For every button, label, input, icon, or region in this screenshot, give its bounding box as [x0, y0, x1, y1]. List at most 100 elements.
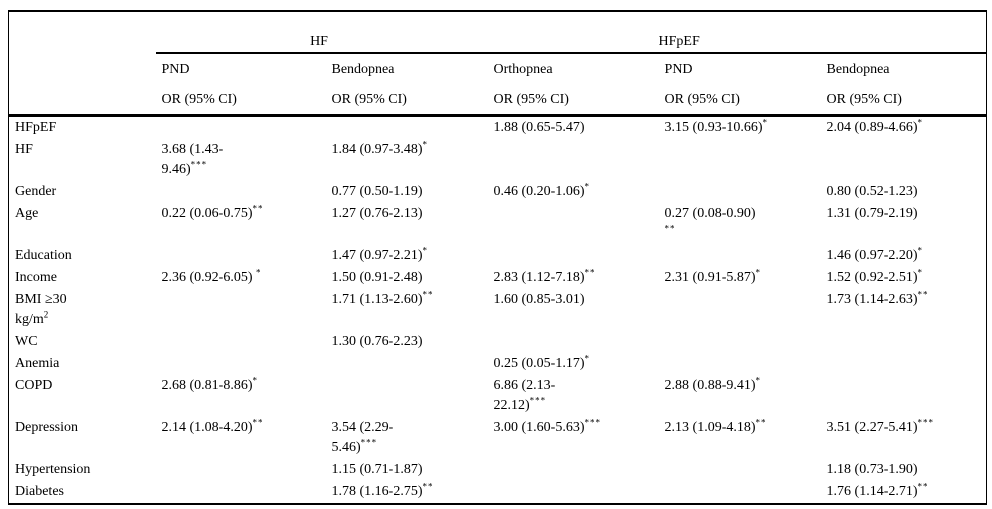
- or-cell: [659, 481, 821, 504]
- table-row: Age 0.22 (0.06-0.75)** 1.27 (0.76-2.13) 0.2…: [9, 203, 987, 245]
- measure-label: OR (95% CI): [658, 85, 821, 117]
- measure-label: OR (95% CI): [325, 85, 488, 117]
- significance-asterisks: *: [252, 375, 258, 386]
- or-value: 1.47 (0.97-2.21): [331, 248, 423, 263]
- or-cell: [156, 181, 326, 203]
- or-cell: [821, 139, 987, 181]
- or-cell: 2.13 (1.09-4.18)**: [659, 417, 821, 459]
- row-label-text: BMI ≥30 kg/m: [15, 292, 67, 327]
- or-cell: [659, 289, 821, 331]
- or-cell: [156, 116, 326, 140]
- or-cell: 1.27 (0.76-2.13): [326, 203, 488, 245]
- or-cell: 0.80 (0.52-1.23): [821, 181, 987, 203]
- column-header-hf-pnd: PND: [161, 61, 190, 77]
- row-label-text: HF: [15, 142, 33, 157]
- significance-asterisks: ***: [190, 159, 208, 170]
- or-cell: 3.54 (2.29- 5.46)***: [326, 417, 488, 459]
- or-cell: 1.52 (0.92-2.51)*: [821, 267, 987, 289]
- or-cell: [488, 139, 659, 181]
- or-value: 1.31 (0.79-2.19): [826, 206, 918, 221]
- significance-asterisks: **: [584, 267, 596, 278]
- or-cell: 2.14 (1.08-4.20)**: [156, 417, 326, 459]
- significance-asterisks: *: [917, 267, 924, 278]
- significance-asterisks: **: [422, 289, 434, 300]
- or-cell: 2.88 (0.88-9.41)*: [659, 375, 821, 417]
- or-cell: [156, 459, 326, 481]
- significance-asterisks: **: [917, 481, 929, 492]
- row-label-text: COPD: [15, 378, 53, 393]
- or-value: 3.68 (1.43- 9.46): [161, 142, 224, 177]
- or-cell: [156, 481, 326, 504]
- significance-asterisks: **: [917, 289, 929, 300]
- or-cell: 1.30 (0.76-2.23): [326, 331, 488, 353]
- group-header-hf-label: HF: [310, 34, 328, 49]
- or-value: 2.36 (0.92-6.05): [161, 270, 256, 285]
- or-cell: 0.46 (0.20-1.06)*: [488, 181, 659, 203]
- or-value: 0.46 (0.20-1.06): [493, 184, 585, 199]
- group-header-hfpef: HFpEF: [658, 11, 987, 54]
- significance-asterisks: **: [252, 203, 264, 214]
- or-cell: [488, 481, 659, 504]
- or-cell: 0.22 (0.06-0.75)**: [156, 203, 326, 245]
- row-label-text: Depression: [15, 420, 78, 435]
- row-label-text: Hypertension: [15, 462, 91, 477]
- or-cell: 1.60 (0.85-3.01): [488, 289, 659, 331]
- significance-asterisks: *: [762, 117, 769, 128]
- row-label: HFpEF: [9, 116, 156, 140]
- or-value: 1.50 (0.91-2.48): [331, 270, 423, 285]
- significance-asterisks: *: [755, 375, 762, 386]
- table-row: BMI ≥30 kg/m2 1.71 (1.13-2.60)** 1.60 (0.8…: [9, 289, 987, 331]
- or-cell: [659, 331, 821, 353]
- or-cell: 1.71 (1.13-2.60)**: [326, 289, 488, 331]
- odds-ratio-table: HF HFpEF PND Bendopnea Orthopnea PND Ben…: [8, 10, 988, 505]
- or-value: 1.76 (1.14-2.71): [826, 484, 918, 499]
- group-header-hf: HF: [155, 11, 659, 54]
- significance-asterisks: **: [252, 417, 264, 428]
- significance-asterisks: *: [917, 245, 924, 256]
- group-header-hfpef-label: HFpEF: [658, 34, 700, 49]
- or-value: 1.73 (1.14-2.63): [826, 292, 918, 307]
- or-value: 2.88 (0.88-9.41): [664, 378, 756, 393]
- or-value: 1.15 (0.71-1.87): [331, 462, 423, 477]
- or-cell: [156, 289, 326, 331]
- or-cell: 1.78 (1.16-2.75)**: [326, 481, 488, 504]
- or-value: 2.68 (0.81-8.86): [161, 378, 253, 393]
- or-value: 0.77 (0.50-1.19): [331, 184, 423, 199]
- or-cell: 1.76 (1.14-2.71)**: [821, 481, 987, 504]
- or-value: 3.15 (0.93-10.66): [664, 120, 763, 135]
- or-cell: 2.31 (0.91-5.87)*: [659, 267, 821, 289]
- significance-asterisks: ***: [584, 417, 601, 428]
- row-label-text: HFpEF: [15, 120, 57, 135]
- or-cell: 2.83 (1.12-7.18)**: [488, 267, 659, 289]
- or-value: 3.51 (2.27-5.41): [826, 420, 918, 435]
- or-cell: 1.47 (0.97-2.21)*: [326, 245, 488, 267]
- or-value: 1.84 (0.97-3.48): [331, 142, 423, 157]
- measure-label: OR (95% CI): [155, 85, 326, 117]
- or-cell: 6.86 (2.13- 22.12)***: [488, 375, 659, 417]
- significance-asterisks: **: [664, 223, 676, 234]
- row-label: Education: [9, 245, 156, 267]
- or-cell: [488, 203, 659, 245]
- table-body: HFpEF 1.88 (0.65-5.47) 3.15 (0.93-10.66)* 2…: [9, 116, 987, 505]
- or-cell: 3.51 (2.27-5.41)***: [821, 417, 987, 459]
- or-value: 2.04 (0.89-4.66): [826, 120, 918, 135]
- or-cell: 2.68 (0.81-8.86)*: [156, 375, 326, 417]
- or-cell: [821, 375, 987, 417]
- or-value: 1.52 (0.92-2.51): [826, 270, 918, 285]
- or-cell: 1.46 (0.97-2.20)*: [821, 245, 987, 267]
- or-cell: 1.88 (0.65-5.47): [488, 116, 659, 140]
- column-header-hf-bendopnea: Bendopnea: [331, 61, 395, 77]
- or-cell: [659, 459, 821, 481]
- or-value: 1.46 (0.97-2.20): [826, 248, 918, 263]
- table-row: Diabetes 1.78 (1.16-2.75)** 1.76 (1.14-2.7…: [9, 481, 987, 504]
- or-value: 0.80 (0.52-1.23): [826, 184, 918, 199]
- row-label-text: Gender: [15, 184, 57, 199]
- or-cell: [659, 181, 821, 203]
- column-header-hfpef-pnd: PND: [664, 61, 693, 77]
- or-cell: 2.04 (0.89-4.66)*: [821, 116, 987, 140]
- or-cell: 1.73 (1.14-2.63)**: [821, 289, 987, 331]
- significance-asterisks: *: [422, 245, 428, 256]
- row-label-superscript: 2: [43, 309, 50, 320]
- or-cell: 2.36 (0.92-6.05) *: [156, 267, 326, 289]
- or-cell: [326, 375, 488, 417]
